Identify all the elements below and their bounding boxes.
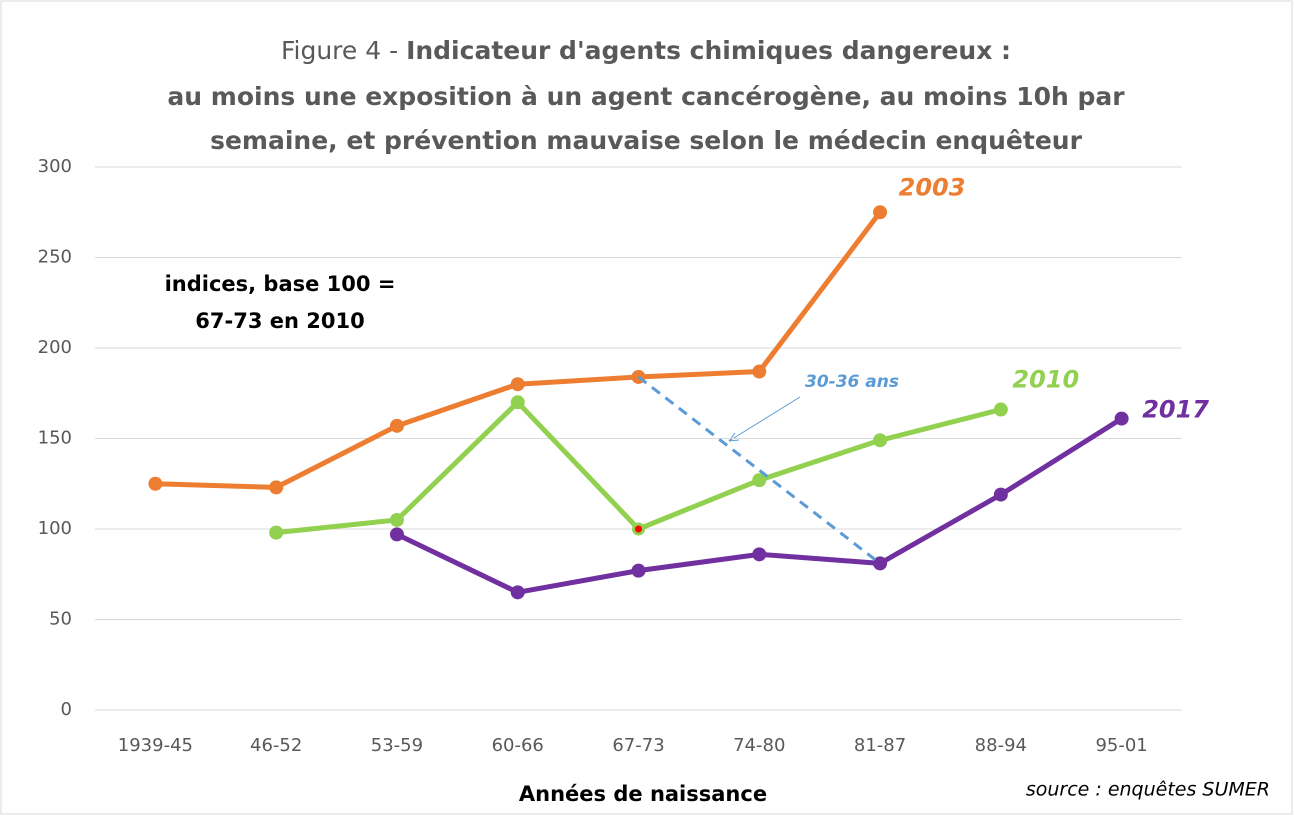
y-tick-label: 50 xyxy=(49,609,72,630)
y-tick-label: 200 xyxy=(38,337,72,358)
arrow-head xyxy=(728,432,740,442)
annotation: 67-73 en 2010 xyxy=(195,309,364,333)
data-point xyxy=(993,402,1008,417)
data-point xyxy=(389,527,404,542)
x-tick-label: 95-01 xyxy=(1095,735,1147,756)
data-point xyxy=(1114,411,1129,426)
x-tick-label: 81-87 xyxy=(854,735,906,756)
y-tick-label: 0 xyxy=(61,699,72,720)
series-label: 2003 xyxy=(899,173,966,201)
title-prefix: Figure 4 - xyxy=(281,36,398,65)
x-tick-label: 74-80 xyxy=(733,735,785,756)
y-tick-label: 100 xyxy=(38,518,72,539)
y-tick-label: 250 xyxy=(38,247,72,268)
data-point xyxy=(752,473,767,488)
x-tick-label: 60-66 xyxy=(492,735,544,756)
data-point xyxy=(389,418,404,433)
chart-title: Figure 4 - Indicateur d'agents chimiques… xyxy=(281,36,1011,65)
data-point xyxy=(510,585,525,600)
data-point xyxy=(873,433,888,448)
data-point xyxy=(269,525,284,540)
title-line: Indicateur d'agents chimiques dangereux … xyxy=(406,36,1011,65)
x-tick-label: 1939-45 xyxy=(118,735,193,756)
data-point xyxy=(631,563,646,578)
data-point xyxy=(148,476,163,491)
data-point xyxy=(510,377,525,392)
x-tick-label: 53-59 xyxy=(371,735,423,756)
x-tick-label: 46-52 xyxy=(250,735,302,756)
data-point xyxy=(389,512,404,527)
annotation-arrow xyxy=(728,396,801,442)
data-point xyxy=(993,487,1008,502)
source: source : enquêtes SUMER xyxy=(1026,779,1270,801)
data-point xyxy=(873,556,888,571)
data-point xyxy=(632,522,645,536)
title-line: semaine, et prévention mauvaise selon le… xyxy=(210,126,1082,155)
x-tick-label: 88-94 xyxy=(975,735,1027,756)
series-label: 2017 xyxy=(1142,396,1209,424)
y-tick-label: 150 xyxy=(38,428,72,449)
x-tick-label: 67-73 xyxy=(612,735,664,756)
data-point xyxy=(752,547,767,562)
data-point xyxy=(269,480,284,495)
cohort-label: 30-36 ans xyxy=(805,372,899,392)
data-point xyxy=(873,205,888,220)
series-label: 2010 xyxy=(1012,366,1079,394)
y-tick-label: 300 xyxy=(38,156,72,177)
x-axis-label: Années de naissance xyxy=(519,782,767,806)
data-point xyxy=(752,364,767,379)
annotation: indices, base 100 = xyxy=(165,272,396,296)
title-line: au moins une exposition à un agent cancé… xyxy=(167,82,1125,111)
data-point xyxy=(510,395,525,410)
